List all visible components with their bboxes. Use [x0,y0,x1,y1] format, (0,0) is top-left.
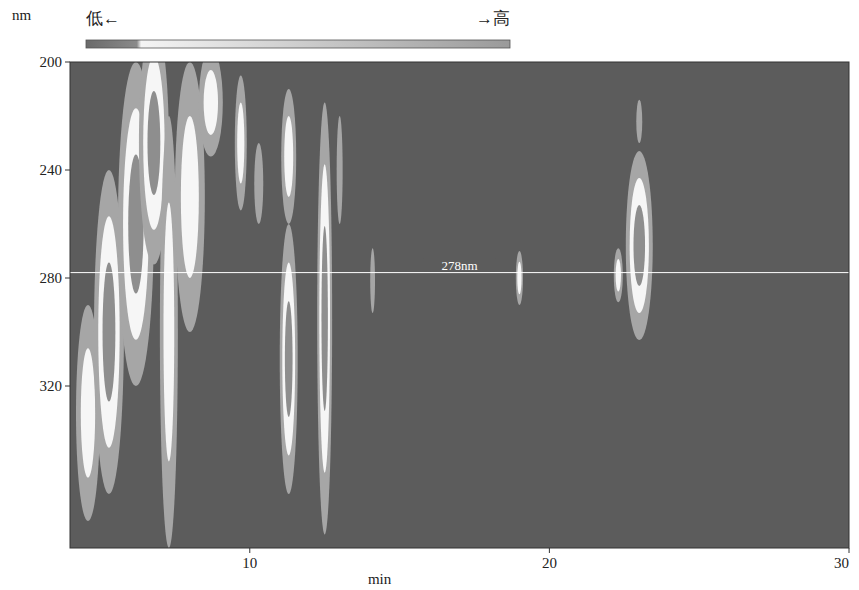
x-tick [249,548,250,553]
y-axis-title: nm [12,7,32,23]
plot-frame [70,62,849,548]
peak-contour [143,62,164,230]
x-axis-title: min [368,571,392,587]
peak-contour [282,263,295,456]
reference-label: 278nm [441,258,477,273]
peak-contour [280,224,298,494]
peak-contour [337,116,343,224]
peak-contour [199,62,223,157]
peak-contour [147,91,160,195]
peak-contour [163,202,174,461]
peak-contour [281,89,296,224]
plot-background [70,62,849,548]
x-tick-label: 30 [834,555,849,571]
y-tick [65,278,70,279]
peak-contour [636,100,642,143]
peak-contour [204,70,218,135]
chart: 低← →高 nm 278nm 200 240 280 320 10 20 30 min [0,0,859,590]
peak-contour [516,251,523,305]
peak-contour [235,76,247,211]
peak-contour [630,178,649,313]
x-tick [549,548,550,553]
color-bar [86,40,510,48]
peak-contour [254,143,263,224]
peak-contour [370,248,375,313]
peaks [76,62,653,548]
peak-contour [181,116,199,278]
peak-contour [614,248,623,302]
x-tick-label: 10 [242,555,257,571]
peak-contour [321,226,327,411]
y-tick [65,386,70,387]
color-bar-low-label: 低← [86,9,120,28]
peak-contour [317,103,332,535]
peak-contour [517,262,521,294]
peak-contour [237,103,244,184]
label-patch [424,259,496,272]
peak-contour [81,348,95,478]
peak-contour [319,164,330,473]
peak-contour [616,259,621,291]
y-tick-label: 320 [40,378,63,394]
color-bar-high-label: →高 [476,9,510,28]
y-tick [65,170,70,171]
x-tick [849,548,850,553]
y-tick-label: 200 [40,54,63,70]
y-tick-label: 240 [40,162,63,178]
peak-contour [284,116,293,197]
peak-contour [103,263,116,402]
peak-contour [626,151,653,340]
peak-contour [285,301,293,417]
peak-contour [633,205,645,286]
peak-contour [98,216,119,447]
y-tick [65,62,70,63]
y-tick-label: 280 [40,270,63,286]
x-tick-label: 20 [542,555,557,571]
